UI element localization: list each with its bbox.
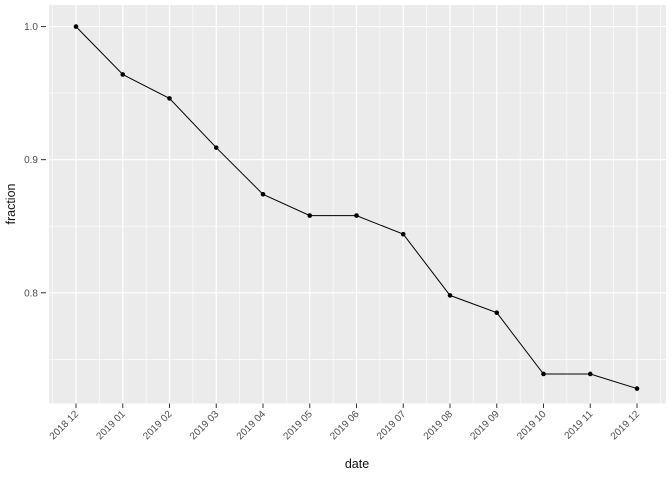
major-gridlines	[49, 5, 666, 404]
data-point	[307, 213, 313, 218]
x-axis-title: date	[344, 457, 370, 471]
y-tick-label: 1.0	[24, 22, 38, 33]
axis-tick-marks	[41, 26, 638, 408]
x-tick-label: 2018 12	[48, 409, 82, 443]
x-tick-label: 2019 03	[188, 409, 222, 443]
data-point	[400, 231, 406, 237]
x-tick-label: 2019 06	[328, 409, 362, 443]
plot-panel	[49, 5, 666, 404]
y-axis-title: fraction	[4, 183, 18, 225]
data-point	[213, 145, 219, 150]
x-tick-label: 2019 12	[609, 409, 643, 443]
data-point	[354, 213, 359, 218]
x-tick-label: 2019 08	[422, 409, 456, 443]
data-point	[494, 310, 500, 316]
data-point	[167, 96, 172, 101]
data-point	[447, 293, 453, 298]
x-tick-label: 2019 11	[563, 409, 596, 442]
y-tick-label: 0.9	[24, 155, 38, 166]
x-tick-label: 2019 04	[235, 409, 269, 443]
x-tick-label: 2019 09	[469, 409, 503, 443]
y-tick-label: 0.8	[24, 288, 38, 299]
y-tick-labels: 1.0 0.9 0.8	[24, 22, 38, 299]
minor-gridlines	[49, 5, 666, 404]
x-tick-labels: 2018 12 2019 01 2019 02 2019 03 2019 04 2019 …	[48, 409, 643, 443]
x-tick-label: 2019 07	[375, 409, 409, 443]
x-tick-label: 2019 02	[141, 409, 175, 443]
data-points	[73, 24, 640, 391]
data-point	[634, 386, 640, 391]
data-point	[73, 24, 79, 29]
x-tick-label: 2019 10	[515, 409, 549, 443]
x-tick-label: 2019 05	[282, 409, 316, 443]
data-point	[120, 72, 126, 77]
data-point	[260, 191, 266, 197]
x-tick-label: 2019 01	[95, 409, 129, 443]
data-point	[587, 371, 593, 377]
data-point	[541, 371, 546, 377]
